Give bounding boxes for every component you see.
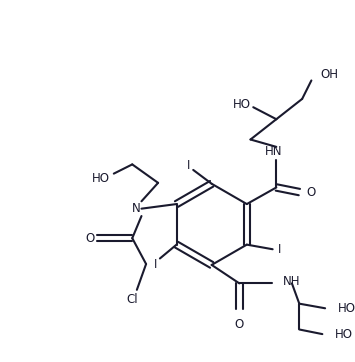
Text: HO: HO — [338, 302, 355, 315]
Text: HN: HN — [265, 145, 282, 158]
Text: OH: OH — [321, 68, 339, 80]
Text: HO: HO — [335, 328, 353, 341]
Text: NH: NH — [283, 275, 300, 288]
Text: I: I — [187, 159, 190, 172]
Text: O: O — [307, 186, 316, 199]
Text: I: I — [154, 257, 157, 270]
Text: Cl: Cl — [126, 292, 138, 306]
Text: N: N — [132, 202, 140, 215]
Text: HO: HO — [233, 98, 251, 111]
Text: I: I — [278, 243, 282, 256]
Text: O: O — [85, 232, 94, 245]
Text: O: O — [235, 319, 244, 332]
Text: HO: HO — [92, 172, 110, 185]
